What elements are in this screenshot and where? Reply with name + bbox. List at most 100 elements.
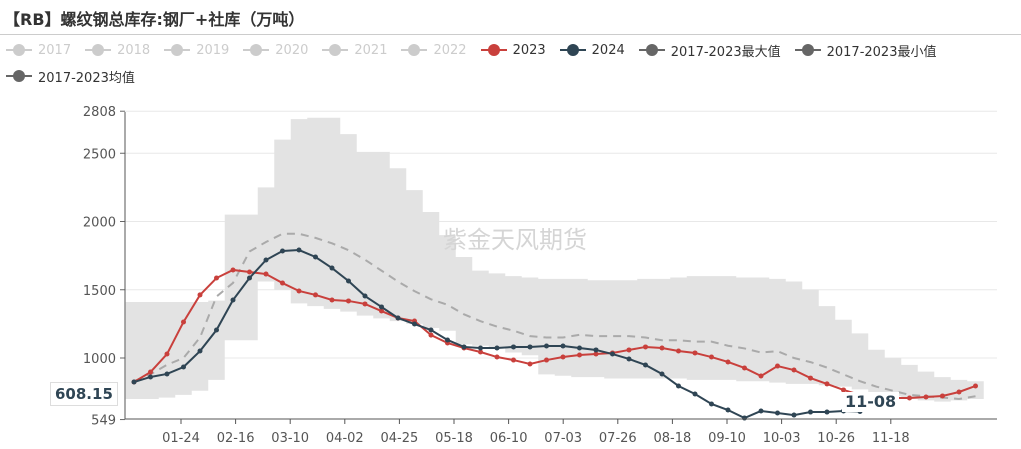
data-point-2024 xyxy=(676,383,681,389)
data-point-2024 xyxy=(758,408,764,414)
data-point-2024 xyxy=(247,275,252,281)
y-tick-label: 2808 xyxy=(83,105,116,120)
x-tick-label: 04-02 xyxy=(326,431,364,446)
data-point-2023 xyxy=(725,359,731,365)
legend-marker-icon xyxy=(164,43,191,57)
x-tick-label: 05-18 xyxy=(435,431,473,446)
legend-item-2023[interactable]: 2023 xyxy=(480,40,546,60)
data-point-2023 xyxy=(593,351,599,357)
x-tick-label: 10-03 xyxy=(763,431,801,446)
data-point-2024 xyxy=(412,321,417,327)
data-point-2023 xyxy=(247,269,252,275)
legend-item-2019[interactable]: 2019 xyxy=(164,40,229,60)
data-point-2024 xyxy=(131,379,137,385)
data-point-2024 xyxy=(346,278,351,284)
data-point-2024 xyxy=(709,401,714,407)
data-point-2023 xyxy=(164,351,170,357)
data-point-2023 xyxy=(940,393,945,399)
legend-marker-icon xyxy=(794,43,821,57)
legend-marker-icon xyxy=(85,43,112,57)
legend-label: 2020 xyxy=(275,42,309,58)
y-tick-label: 1500 xyxy=(83,284,116,299)
legend-item-2017-2023最小值[interactable]: 2017-2023最小值 xyxy=(794,40,936,60)
data-point-2024 xyxy=(692,391,698,397)
series-line-2023 xyxy=(133,268,976,399)
data-point-2023 xyxy=(692,350,698,356)
data-point-2023 xyxy=(527,361,533,367)
data-point-2023 xyxy=(148,369,153,375)
legend-item-2017[interactable]: 2017 xyxy=(6,40,71,60)
data-point-2024 xyxy=(478,345,483,351)
data-point-2023 xyxy=(280,280,285,286)
data-point-2023 xyxy=(676,348,681,354)
x-tick-label: 11-18 xyxy=(872,431,910,446)
data-point-2024 xyxy=(577,345,582,351)
legend-label: 2023 xyxy=(512,42,546,58)
legend-label: 2017-2023最大值 xyxy=(670,44,781,60)
chart-title: 【RB】螺纹钢总库存:钢厂+社库（万吨） xyxy=(4,10,305,29)
data-point-2024 xyxy=(164,371,170,377)
data-point-2024 xyxy=(725,407,731,413)
legend-item-2020[interactable]: 2020 xyxy=(243,40,308,60)
data-point-2023 xyxy=(230,267,236,273)
legend-item-2017-2023均值[interactable]: 2017-2023均值 xyxy=(6,66,135,86)
data-point-2023 xyxy=(643,344,648,350)
data-point-2024 xyxy=(296,247,302,253)
data-point-2024 xyxy=(643,362,648,368)
legend-item-2022[interactable]: 2022 xyxy=(401,40,467,60)
data-point-2024 xyxy=(428,327,434,333)
data-point-2024 xyxy=(148,374,153,380)
data-point-2023 xyxy=(560,354,566,360)
range-band-max-min xyxy=(125,117,984,402)
legend-item-2017-2023最大值[interactable]: 2017-2023最大值 xyxy=(638,40,781,60)
legend-item-2021[interactable]: 2021 xyxy=(322,40,387,60)
legend-marker-icon xyxy=(401,43,428,57)
x-tick-label: 06-10 xyxy=(490,431,528,446)
data-point-2023 xyxy=(511,357,516,363)
data-point-2023 xyxy=(214,275,219,281)
data-point-2023 xyxy=(263,271,269,277)
data-point-2024 xyxy=(593,347,599,353)
x-tick-label: 01-24 xyxy=(162,431,200,446)
data-point-2023 xyxy=(824,381,830,387)
legend-marker-icon xyxy=(322,43,349,57)
data-point-2024 xyxy=(791,412,797,418)
data-point-2024 xyxy=(824,409,830,415)
data-point-2024 xyxy=(197,348,203,354)
data-point-2024 xyxy=(329,265,335,271)
x-tick-label: 07-26 xyxy=(599,431,637,446)
data-point-2023 xyxy=(313,292,318,298)
data-point-2023 xyxy=(923,394,929,400)
legend-item-2018[interactable]: 2018 xyxy=(85,40,150,60)
data-point-2024 xyxy=(362,293,368,299)
x-tick-label: 02-16 xyxy=(217,431,255,446)
data-point-2024 xyxy=(379,304,384,310)
data-point-2024 xyxy=(544,343,549,349)
data-point-2023 xyxy=(659,345,665,351)
data-point-2024 xyxy=(610,351,615,357)
y-tick-label: 1000 xyxy=(83,352,116,367)
y-tick-label: 2000 xyxy=(83,216,116,231)
legend-marker-icon xyxy=(243,43,270,57)
x-tick-label: 03-10 xyxy=(271,431,309,446)
data-point-2023 xyxy=(362,301,368,307)
legend-marker-icon xyxy=(6,43,32,57)
data-point-2024 xyxy=(742,415,747,421)
x-tick-label: 07-03 xyxy=(544,431,582,446)
x-tick-label: 10-26 xyxy=(817,431,855,446)
legend: 2017 2018 2019 2020 2021 2022 2023 2024 2017-202… xyxy=(6,40,1016,86)
y-axis-pointer-label: 608.15 xyxy=(50,382,118,406)
watermark: 紫金天风期货 xyxy=(443,226,587,254)
data-point-2023 xyxy=(478,349,483,355)
data-point-2023 xyxy=(709,354,714,360)
data-point-2024 xyxy=(494,345,500,351)
legend-label: 2022 xyxy=(433,42,467,58)
data-point-2023 xyxy=(577,352,582,358)
data-point-2023 xyxy=(956,389,962,395)
data-point-2024 xyxy=(263,257,269,263)
data-point-2023 xyxy=(791,367,797,373)
data-point-2024 xyxy=(775,410,780,416)
legend-item-2024[interactable]: 2024 xyxy=(559,40,625,60)
data-point-2023 xyxy=(329,297,335,303)
